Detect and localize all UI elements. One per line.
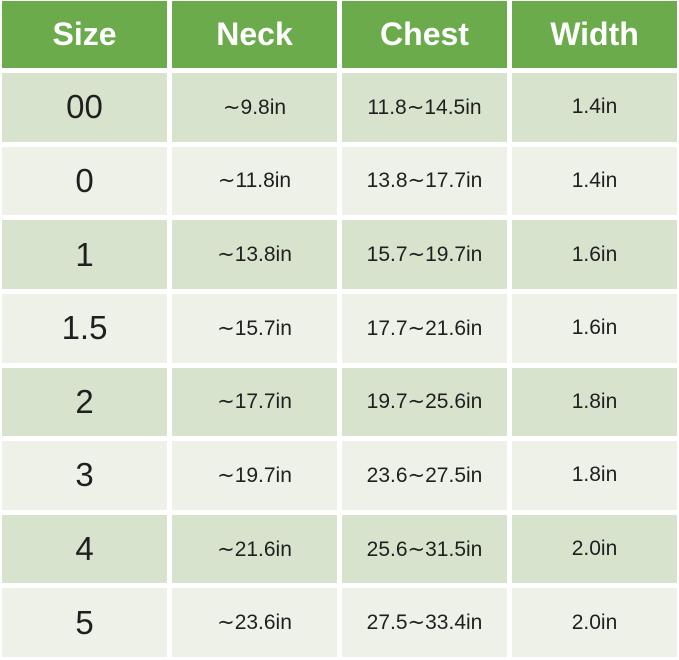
row5-width-cell: 1.8in (512, 367, 677, 437)
row6-chest-cell: 23.6∼27.5in (342, 441, 507, 510)
row5-size-cell: 2 (2, 367, 167, 437)
row7-neck-cell: ∼21.6in (172, 514, 337, 584)
row3-width-cell: 1.6in (512, 220, 677, 289)
row8-chest-cell: 27.5∼33.4in (342, 588, 507, 657)
row1-neck-cell: ∼9.8in (172, 73, 337, 142)
row1-size-cell: 00 (2, 73, 167, 142)
row4-neck-cell: ∼15.7in (172, 293, 337, 363)
row6-width-cell: 1.8in (512, 441, 677, 510)
row3-chest-cell: 15.7∼19.7in (342, 220, 507, 289)
row4-chest-cell: 17.7∼21.6in (342, 293, 507, 363)
row7-width-cell: 2.0in (512, 514, 677, 584)
row6-size-cell: 3 (2, 441, 167, 510)
row6-neck-cell: ∼19.7in (172, 441, 337, 510)
header-cell-size: Size (2, 1, 167, 68)
row4-size-cell: 1.5 (2, 293, 167, 363)
row8-width-cell: 2.0in (512, 588, 677, 657)
row8-neck-cell: ∼23.6in (172, 588, 337, 657)
row3-size-cell: 1 (2, 220, 167, 289)
row2-chest-cell: 13.8∼17.7in (342, 146, 507, 216)
header-cell-chest: Chest (342, 1, 507, 68)
row5-neck-cell: ∼17.7in (172, 367, 337, 437)
row4-width-cell: 1.6in (512, 293, 677, 363)
row3-neck-cell: ∼13.8in (172, 220, 337, 289)
row5-chest-cell: 19.7∼25.6in (342, 367, 507, 437)
row7-size-cell: 4 (2, 514, 167, 584)
row2-size-cell: 0 (2, 146, 167, 216)
row2-neck-cell: ∼11.8in (172, 146, 337, 216)
row1-width-cell: 1.4in (512, 73, 677, 142)
header-cell-neck: Neck (172, 1, 337, 68)
row8-size-cell: 5 (2, 588, 167, 657)
row7-chest-cell: 25.6∼31.5in (342, 514, 507, 584)
header-cell-width: Width (512, 1, 677, 68)
row1-chest-cell: 11.8∼14.5in (342, 73, 507, 142)
row2-width-cell: 1.4in (512, 146, 677, 216)
